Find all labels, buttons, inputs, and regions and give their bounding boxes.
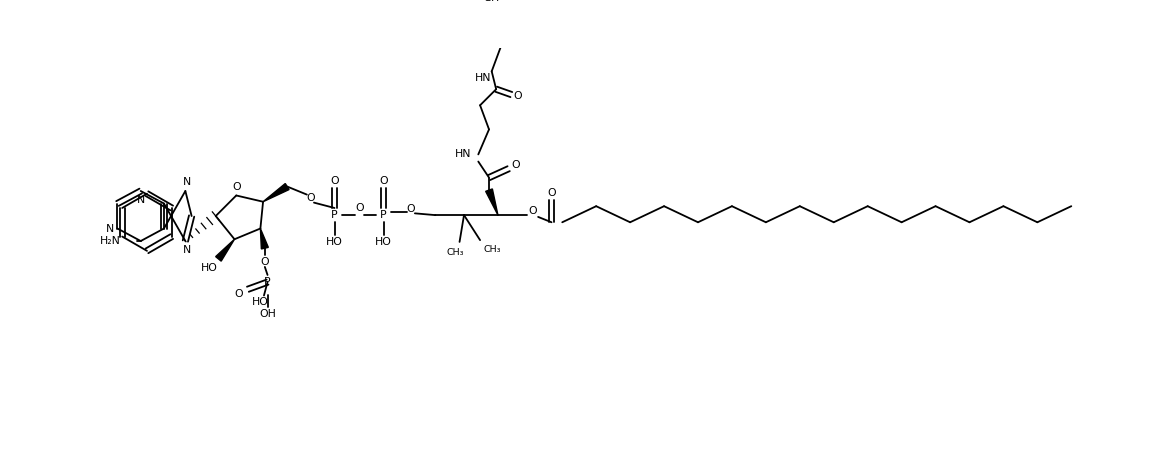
Text: CH₃: CH₃ [483, 244, 501, 253]
Text: O: O [547, 188, 555, 198]
Text: HO: HO [201, 263, 218, 273]
Text: N: N [137, 195, 145, 205]
Text: HN: HN [454, 149, 471, 159]
Text: SH: SH [485, 0, 500, 3]
Text: P: P [264, 277, 271, 287]
Polygon shape [260, 229, 268, 249]
Text: P: P [331, 210, 338, 220]
Text: O: O [306, 193, 315, 203]
Text: H₂N: H₂N [100, 236, 121, 246]
Text: HO: HO [252, 297, 268, 307]
Polygon shape [263, 184, 289, 202]
Text: O: O [232, 182, 241, 193]
Text: O: O [260, 257, 270, 267]
Text: N: N [184, 177, 192, 187]
Text: HO: HO [327, 237, 343, 247]
Text: O: O [356, 203, 364, 213]
Text: CH₃: CH₃ [446, 248, 464, 257]
Text: N: N [184, 245, 192, 255]
Text: O: O [514, 91, 522, 101]
Text: HO: HO [375, 237, 392, 247]
Text: HN: HN [475, 73, 492, 84]
Text: O: O [235, 289, 243, 299]
Text: O: O [529, 206, 537, 216]
Text: P: P [380, 210, 387, 220]
Text: O: O [379, 176, 388, 186]
Text: O: O [406, 204, 415, 214]
Text: O: O [511, 160, 521, 170]
Polygon shape [486, 189, 498, 215]
Text: O: O [330, 176, 339, 186]
Text: N: N [106, 224, 115, 234]
Text: OH: OH [259, 309, 275, 319]
Polygon shape [216, 239, 235, 261]
